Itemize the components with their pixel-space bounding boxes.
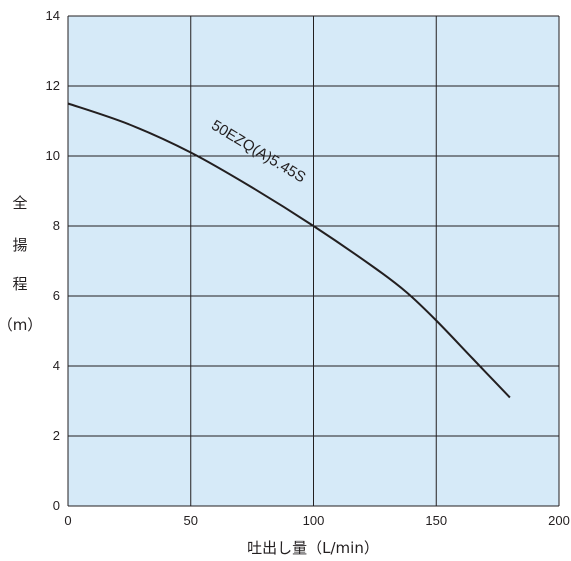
y-axis-title-char: 揚 <box>12 236 27 254</box>
y-axis-title-char: 全 <box>12 194 27 212</box>
x-tick-labels: 0 50 100 150 200 <box>64 513 569 528</box>
x-tick-label: 0 <box>64 513 71 528</box>
x-tick-label: 150 <box>425 513 447 528</box>
y-tick-label: 4 <box>53 358 60 373</box>
x-tick-label: 50 <box>184 513 198 528</box>
y-tick-label: 0 <box>53 498 60 513</box>
y-tick-label: 2 <box>53 428 60 443</box>
y-tick-label: 10 <box>46 148 60 163</box>
y-tick-label: 12 <box>46 78 60 93</box>
y-tick-label: 8 <box>53 218 60 233</box>
y-tick-label: 14 <box>46 8 60 23</box>
x-tick-label: 200 <box>548 513 570 528</box>
grid-lines <box>67 15 560 507</box>
y-axis-title-char: 程 <box>12 275 27 293</box>
y-tick-labels: 0 2 4 6 8 10 12 14 <box>46 8 60 513</box>
y-axis-unit: （m） <box>0 316 42 334</box>
x-tick-label: 100 <box>303 513 325 528</box>
y-axis-title: 全 揚 程 （m） <box>0 194 42 334</box>
x-axis-title: 吐出し量（L/min） <box>247 539 379 557</box>
y-tick-label: 6 <box>53 288 60 303</box>
series-line <box>67 102 511 399</box>
